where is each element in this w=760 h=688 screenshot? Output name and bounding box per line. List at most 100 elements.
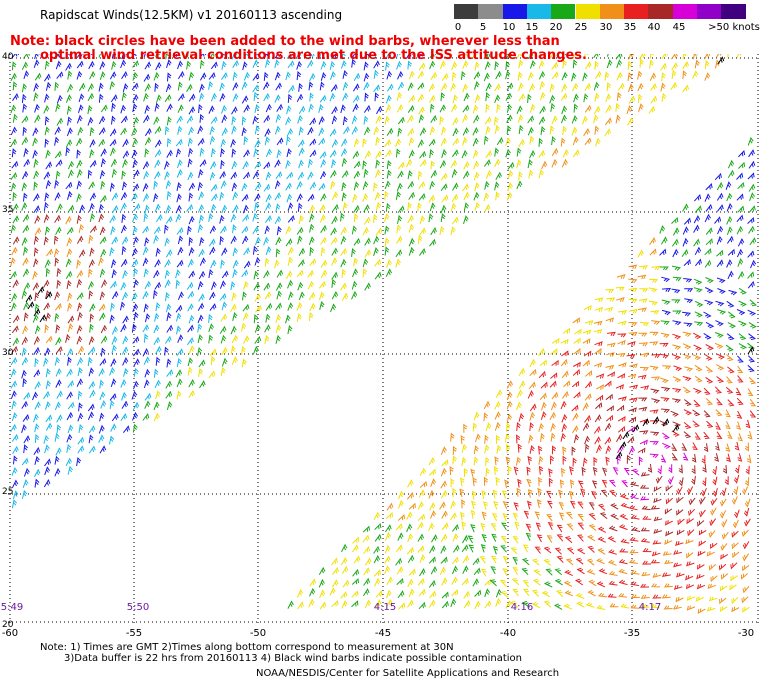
wind-barb xyxy=(155,356,161,366)
wind-barb xyxy=(737,375,744,383)
wind-barb xyxy=(232,71,238,81)
wind-barb xyxy=(99,71,106,80)
wind-barb xyxy=(54,248,60,258)
wind-barb xyxy=(65,333,71,343)
wind-barb xyxy=(66,127,73,137)
wind-barb xyxy=(496,137,504,146)
wind-barb xyxy=(526,466,531,476)
wind-barb xyxy=(199,113,205,123)
wind-barb xyxy=(576,547,586,555)
wind-barb xyxy=(726,226,733,236)
wind-barb xyxy=(274,54,282,59)
wind-barb xyxy=(506,400,513,410)
wind-barb xyxy=(461,521,466,531)
wind-barb xyxy=(747,271,755,279)
wind-barb xyxy=(637,249,644,258)
wind-barb xyxy=(132,348,140,357)
wind-barb xyxy=(527,159,533,169)
wind-barb xyxy=(561,350,569,357)
wind-barb xyxy=(543,546,552,554)
wind-barb xyxy=(131,82,139,91)
wind-barb xyxy=(132,423,138,433)
wind-barb xyxy=(460,435,465,444)
wind-barb xyxy=(210,92,217,102)
wind-barb xyxy=(483,400,491,410)
wind-barb xyxy=(418,114,425,124)
wind-barb xyxy=(111,168,118,178)
wind-barb xyxy=(693,238,700,247)
legend-swatch-45b xyxy=(697,4,722,19)
legend-swatch-50 xyxy=(721,4,746,19)
wind-barb xyxy=(254,335,262,344)
wind-barb xyxy=(550,401,557,411)
wind-barb xyxy=(551,445,557,455)
wind-barb xyxy=(241,116,247,126)
wind-barb xyxy=(664,559,674,565)
wind-barb xyxy=(122,315,129,324)
wind-barb xyxy=(692,70,699,79)
wind-barb xyxy=(663,583,673,588)
wind-barb xyxy=(441,577,448,586)
wind-barb xyxy=(329,92,336,102)
wind-barb xyxy=(10,72,17,82)
wind-barb xyxy=(32,282,40,291)
wind-barb xyxy=(628,322,638,327)
wind-barb xyxy=(363,204,370,213)
wind-barb xyxy=(502,512,508,522)
wind-barb xyxy=(187,290,195,299)
wind-barb xyxy=(111,336,118,345)
wind-barb xyxy=(737,453,743,462)
wind-barb xyxy=(407,105,415,113)
wind-barb xyxy=(242,204,249,214)
wind-barb xyxy=(351,544,359,553)
wind-barb xyxy=(736,54,742,58)
wind-barb xyxy=(566,547,575,555)
wind-barb xyxy=(693,224,700,233)
wind-barb xyxy=(220,334,227,344)
wind-barb xyxy=(341,600,348,609)
wind-barb xyxy=(396,91,403,101)
wind-barb xyxy=(619,513,628,520)
wind-barb xyxy=(716,431,723,439)
wind-barb xyxy=(76,378,84,387)
wind-barb xyxy=(500,590,509,598)
wind-barb xyxy=(430,169,438,179)
wind-barb xyxy=(109,80,115,90)
wind-barb xyxy=(99,379,105,389)
wind-barb xyxy=(374,533,382,542)
wind-barb xyxy=(748,225,755,234)
wind-barb xyxy=(549,94,556,104)
wind-barb xyxy=(726,235,734,244)
wind-barb xyxy=(494,116,499,126)
wind-barb xyxy=(287,279,294,289)
wind-barb xyxy=(34,423,40,433)
wind-barb xyxy=(474,94,481,103)
wind-barb xyxy=(417,513,425,521)
wind-barb xyxy=(561,158,568,168)
wind-barb xyxy=(45,149,51,159)
wind-barb xyxy=(274,71,281,81)
wind-barb xyxy=(738,150,746,158)
wind-barb xyxy=(320,247,326,257)
wind-barb xyxy=(298,105,306,114)
wind-barb xyxy=(177,60,183,70)
wind-barb xyxy=(264,335,270,344)
wind-barb xyxy=(584,393,592,401)
wind-barb xyxy=(601,467,608,476)
wind-barb xyxy=(617,415,626,422)
wind-barb xyxy=(286,105,292,115)
wind-barb xyxy=(296,93,304,102)
wind-barb xyxy=(408,223,415,233)
wind-barb xyxy=(187,171,194,181)
wind-barb xyxy=(604,306,614,312)
wind-barb xyxy=(582,457,588,467)
wind-barb xyxy=(483,159,491,167)
wind-barb xyxy=(727,54,731,58)
wind-barb xyxy=(330,169,337,178)
wind-barb xyxy=(538,465,544,475)
wind-barb xyxy=(199,72,207,81)
legend-swatch-20 xyxy=(551,4,576,19)
wind-barb xyxy=(27,301,35,310)
wind-barb xyxy=(502,555,509,565)
wind-barb xyxy=(386,127,394,136)
